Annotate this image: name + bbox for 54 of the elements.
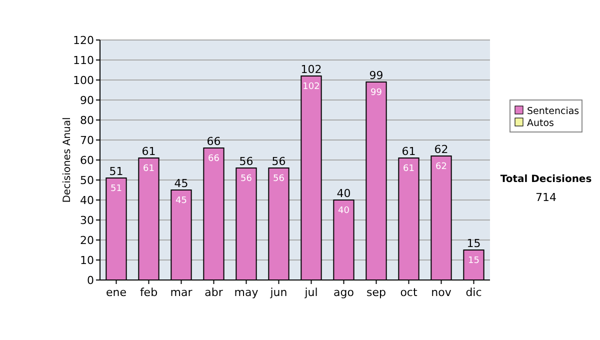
total-label: 61 [402, 145, 416, 158]
x-tick-label: feb [140, 286, 158, 299]
data-label: 40 [338, 206, 350, 216]
y-tick-label: 40 [80, 194, 94, 207]
total-label: 45 [174, 177, 188, 190]
legend-label: Sentencias [527, 106, 580, 117]
data-label: 61 [143, 164, 154, 174]
y-tick-label: 0 [87, 274, 94, 287]
total-label: 61 [142, 145, 156, 158]
y-tick-label: 10 [80, 254, 94, 267]
y-tick-label: 60 [80, 154, 94, 167]
x-tick-label: abr [204, 286, 224, 299]
y-tick-label: 70 [80, 134, 94, 147]
y-axis-title: Decisiones Anual [62, 117, 73, 203]
total-label: 56 [239, 155, 254, 168]
text: Total Decisiones [500, 174, 592, 185]
text: 714 [536, 191, 556, 204]
x-tick-label: ene [106, 286, 127, 299]
data-label: 99 [370, 88, 382, 98]
y-tick-label: 90 [80, 94, 94, 107]
total-label: 102 [300, 63, 322, 76]
data-label: 66 [208, 154, 220, 164]
total-label: 15 [466, 237, 481, 250]
x-tick-label: ago [334, 286, 354, 299]
data-label: 56 [240, 174, 252, 184]
data-label: 15 [468, 256, 480, 266]
legend-label: Autos [527, 118, 554, 129]
total-label: 56 [272, 155, 286, 168]
total-label: 40 [336, 187, 351, 200]
y-tick-label: 120 [73, 34, 94, 47]
total-label: 62 [434, 143, 448, 156]
y-tick-label: 100 [73, 74, 94, 87]
y-tick-label: 20 [80, 234, 94, 247]
y-tick-label: 110 [73, 54, 94, 67]
total-label: 99 [369, 69, 384, 82]
x-tick-label: nov [431, 286, 452, 299]
y-tick-label: 30 [80, 214, 94, 227]
x-tick-label: jul [304, 286, 318, 299]
x-tick-label: oct [400, 286, 418, 299]
x-tick-label: dic [466, 286, 482, 299]
data-label: 51 [110, 184, 122, 194]
x-tick-label: mar [170, 286, 193, 299]
data-label: 61 [403, 164, 414, 174]
x-tick-label: sep [366, 286, 386, 299]
x-tick-label: jun [269, 286, 288, 299]
data-label: 62 [436, 162, 447, 172]
y-tick-label: 50 [80, 174, 94, 187]
data-label: 45 [176, 196, 187, 206]
x-tick-label: may [234, 286, 259, 299]
data-label: 56 [273, 174, 285, 184]
data-label: 102 [302, 82, 320, 92]
total-label: 66 [206, 135, 221, 148]
y-tick-label: 80 [80, 114, 94, 127]
total-label: 51 [109, 165, 124, 178]
